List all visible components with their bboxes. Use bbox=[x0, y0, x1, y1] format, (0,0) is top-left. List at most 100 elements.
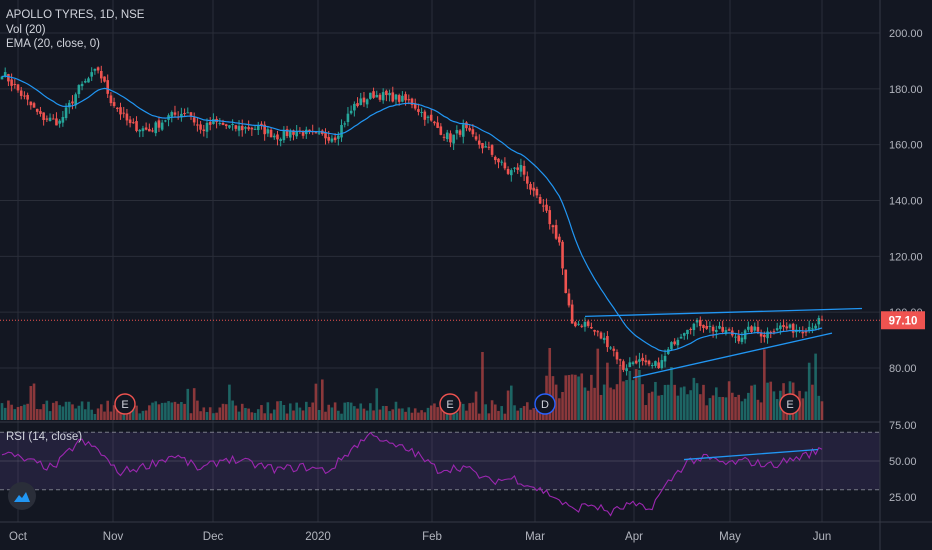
volume-bar bbox=[471, 402, 475, 420]
candle-body bbox=[548, 210, 552, 225]
volume-bar bbox=[743, 398, 747, 420]
volume-bar bbox=[173, 401, 177, 420]
candle-body bbox=[45, 118, 49, 120]
volume-bar bbox=[353, 406, 356, 420]
volume-bar bbox=[676, 395, 680, 420]
candle-body bbox=[670, 342, 673, 350]
volume-indicator-label[interactable]: Vol (20) bbox=[6, 23, 46, 36]
candle-body bbox=[522, 165, 526, 175]
candle-body bbox=[481, 143, 484, 149]
candle-body bbox=[586, 321, 590, 326]
volume-bar bbox=[164, 402, 167, 420]
candle-body bbox=[394, 94, 398, 100]
candle-body bbox=[346, 113, 350, 123]
candle-body bbox=[39, 111, 42, 114]
volume-bar bbox=[77, 405, 81, 420]
volume-bar bbox=[673, 384, 676, 420]
volume-bar bbox=[702, 384, 705, 420]
volume-bar bbox=[609, 387, 612, 420]
volume-bar bbox=[279, 400, 282, 420]
volume-bar bbox=[670, 367, 673, 420]
volume-bar bbox=[413, 408, 417, 420]
volume-bar bbox=[218, 407, 222, 420]
volume-bar bbox=[234, 405, 238, 420]
volume-bar bbox=[663, 384, 667, 420]
trendlines[interactable] bbox=[584, 307, 863, 379]
volume-bar bbox=[48, 411, 52, 420]
candle-body bbox=[93, 68, 97, 71]
rsi-indicator-label[interactable]: RSI (14, close) bbox=[6, 431, 83, 443]
volume-bar bbox=[625, 379, 628, 420]
candle-body bbox=[756, 326, 760, 332]
candle-body bbox=[87, 78, 90, 83]
volume-bar bbox=[378, 409, 382, 420]
candle-body bbox=[144, 127, 148, 130]
candle-body bbox=[375, 94, 379, 98]
candle-body bbox=[125, 113, 129, 121]
ema-indicator-label[interactable]: EMA (20, close, 0) bbox=[6, 38, 100, 50]
candle-body bbox=[308, 129, 311, 131]
price-tick-label: 120.00 bbox=[889, 251, 923, 263]
candle-body bbox=[397, 95, 401, 102]
rsi-pane bbox=[0, 431, 880, 517]
volume-bar bbox=[657, 395, 660, 420]
volume-bar bbox=[346, 402, 350, 420]
candle-body bbox=[23, 95, 26, 97]
volume-bar bbox=[321, 379, 324, 420]
volume-bar bbox=[298, 407, 302, 420]
candle-body bbox=[740, 337, 744, 342]
candle-body bbox=[3, 72, 7, 77]
candle-body bbox=[631, 362, 635, 365]
time-tick-label: Mar bbox=[525, 531, 545, 543]
volume-bar bbox=[708, 398, 712, 420]
candle-body bbox=[74, 94, 77, 106]
volume-bar bbox=[157, 404, 161, 420]
candle-body bbox=[35, 108, 39, 112]
candles bbox=[0, 65, 824, 376]
volume-bar bbox=[436, 407, 439, 420]
volume-bar bbox=[526, 402, 529, 420]
volume-bar bbox=[215, 412, 218, 420]
volume-bar bbox=[574, 374, 577, 420]
earnings-marker[interactable] bbox=[779, 393, 801, 415]
volume-bar bbox=[55, 401, 58, 420]
candle-body bbox=[279, 139, 282, 141]
volume-bar bbox=[750, 385, 753, 420]
candle-body bbox=[234, 125, 238, 129]
volume-bar bbox=[580, 373, 584, 420]
rsi-trendline[interactable] bbox=[683, 448, 819, 461]
volume-bar bbox=[330, 407, 334, 420]
volume-bar bbox=[337, 410, 340, 420]
candle-body bbox=[477, 140, 481, 145]
candle-body bbox=[256, 125, 260, 131]
volume-bar bbox=[311, 402, 315, 420]
candle-body bbox=[811, 328, 814, 330]
candle-body bbox=[634, 360, 638, 364]
candle-body bbox=[766, 331, 769, 339]
volume-bar bbox=[615, 384, 619, 420]
candle-body bbox=[474, 136, 478, 140]
candle-body bbox=[497, 158, 500, 163]
candle-body bbox=[618, 359, 622, 361]
candle-body bbox=[154, 122, 158, 134]
volume-bar bbox=[705, 405, 708, 420]
candle-body bbox=[718, 325, 721, 329]
support-trendline[interactable] bbox=[632, 332, 833, 379]
volume-bar bbox=[660, 395, 664, 420]
volume-bar bbox=[74, 408, 77, 420]
symbol-title[interactable]: APOLLO TYRES, 1D, NSE bbox=[6, 9, 145, 21]
dividend-marker[interactable] bbox=[534, 393, 556, 415]
volume-bar bbox=[535, 409, 539, 420]
candle-body bbox=[782, 325, 785, 328]
candle-body bbox=[266, 129, 270, 134]
volume-bar bbox=[263, 413, 266, 420]
resistance-trendline[interactable] bbox=[584, 307, 863, 318]
earnings-marker[interactable] bbox=[439, 393, 461, 415]
tradingview-logo[interactable] bbox=[8, 482, 36, 510]
rsi-tick-label: 75.00 bbox=[889, 420, 917, 432]
earnings-marker[interactable] bbox=[114, 393, 136, 415]
candle-body bbox=[224, 124, 228, 127]
